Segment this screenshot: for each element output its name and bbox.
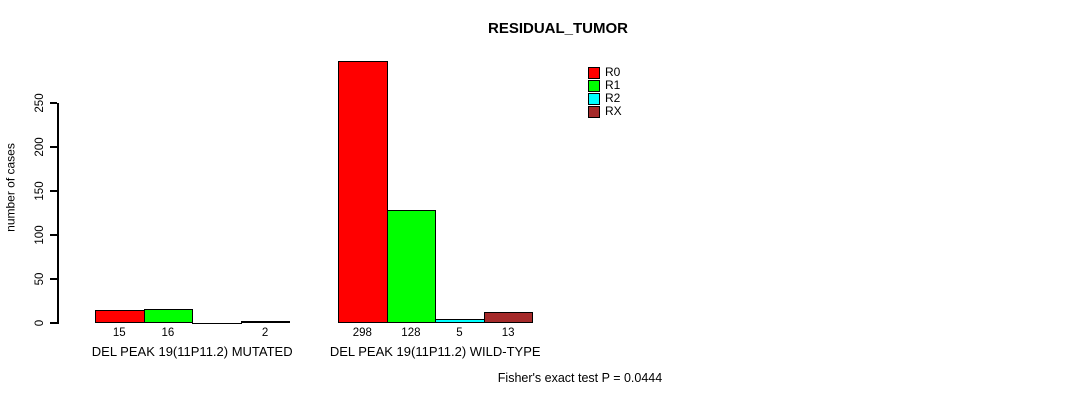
- bar-r1-group1: [143, 308, 194, 323]
- bar-value-label: 16: [161, 327, 175, 339]
- y-axis-tick-label: 250: [34, 93, 46, 113]
- bar-r2-group2: [435, 318, 485, 323]
- legend-label: R2: [605, 91, 621, 105]
- y-axis-tick-label: 100: [34, 225, 46, 245]
- y-axis-line: [57, 103, 59, 324]
- legend-swatch-r0: [588, 66, 600, 79]
- y-axis-tick: [50, 190, 57, 192]
- y-axis-tick: [50, 102, 57, 104]
- legend-item-r2: R2: [588, 92, 622, 105]
- bar-value-label: 13: [501, 327, 515, 339]
- y-axis-tick: [50, 234, 57, 236]
- bar-value-label: 2: [261, 327, 269, 339]
- legend-item-rx: RX: [588, 105, 622, 118]
- bar-r1-group2: [386, 210, 437, 323]
- bar-rx-group2: [483, 311, 534, 323]
- legend-label: R0: [605, 65, 621, 79]
- legend-swatch-r2: [588, 92, 600, 105]
- group-label: DEL PEAK 19(11P11.2) WILD-TYPE: [329, 344, 541, 359]
- bar-r0-group1: [95, 309, 145, 323]
- fisher-test-annotation: Fisher's exact test P = 0.0444: [497, 371, 663, 385]
- y-axis-tick-label: 200: [34, 137, 46, 157]
- y-axis-tick: [50, 322, 57, 324]
- y-axis-tick-label: 150: [34, 181, 46, 201]
- y-axis-tick: [50, 146, 57, 148]
- group-label: DEL PEAK 19(11P11.2) MUTATED: [91, 344, 293, 359]
- y-axis-tick-label: 0: [34, 319, 46, 327]
- bar-value-label: 128: [401, 327, 421, 339]
- legend-label: RX: [605, 104, 622, 118]
- y-axis-tick: [50, 278, 57, 280]
- bar-value-label: 298: [352, 327, 372, 339]
- bar-rx-group1: [240, 321, 291, 324]
- bar-r2-group1: [192, 323, 242, 324]
- legend-swatch-r1: [588, 79, 600, 92]
- bar-r0-group2: [338, 60, 388, 323]
- bar-value-label: 15: [112, 327, 126, 339]
- chart-title: RESIDUAL_TUMOR: [487, 20, 629, 37]
- legend-item-r0: R0: [588, 66, 622, 79]
- bar-value-label: 5: [456, 327, 463, 339]
- legend-label: R1: [605, 78, 621, 92]
- legend-swatch-rx: [588, 105, 600, 118]
- legend-item-r1: R1: [588, 79, 622, 92]
- legend: R0 R1 R2 RX: [588, 66, 622, 118]
- y-axis-title: number of cases: [3, 143, 18, 232]
- y-axis-tick-label: 50: [34, 272, 46, 286]
